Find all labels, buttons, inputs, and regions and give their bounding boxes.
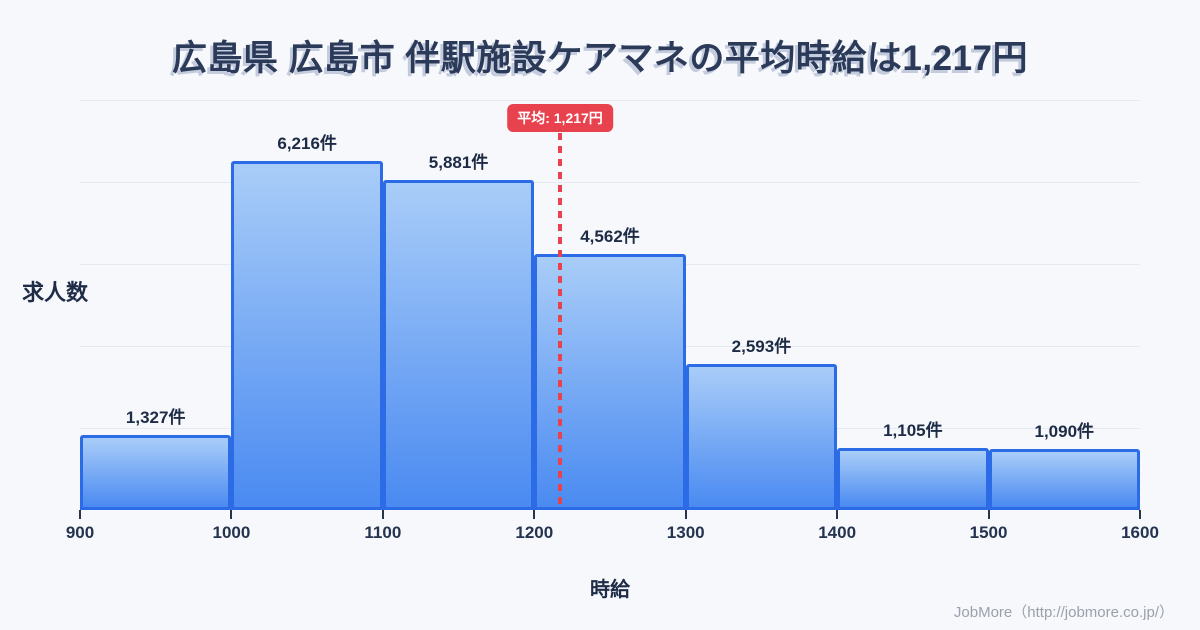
bar-value-label: 6,216件 xyxy=(277,133,337,153)
x-axis-tick xyxy=(79,510,81,519)
bar-value-label: 1,105件 xyxy=(883,420,943,440)
x-axis-tick-label: 1400 xyxy=(818,523,857,542)
histogram-bar xyxy=(231,160,383,510)
y-axis-label: 求人数 xyxy=(22,280,89,305)
x-axis-label: 時給 xyxy=(590,579,630,601)
histogram-bar xyxy=(382,179,535,510)
histogram-bar xyxy=(80,435,232,510)
x-axis-tick xyxy=(987,510,990,519)
x-axis-tick xyxy=(684,510,687,519)
histogram-bar xyxy=(534,253,686,510)
histogram-bar xyxy=(685,364,838,510)
page-title: 広島県 広島市 伴駅施設ケアマネの平均時給は1,217円 xyxy=(171,39,1029,78)
x-axis-tick xyxy=(836,510,839,519)
gridline xyxy=(80,100,1140,101)
bar-value-label: 2,593件 xyxy=(731,337,792,357)
x-axis-tick-label: 1600 xyxy=(1121,523,1159,542)
x-axis-tick-label: 1500 xyxy=(969,523,1008,542)
bar-value-label: 1,327件 xyxy=(125,408,186,428)
x-axis-tick-label: 1100 xyxy=(364,523,402,542)
histogram-bar xyxy=(837,447,989,510)
bar-value-label: 4,562件 xyxy=(580,226,640,246)
average-line xyxy=(558,133,563,510)
histogram-bar xyxy=(988,448,1140,510)
histogram-plot: 平均: 1,217円 1,327件 6,216件 5,881件 4,562件 2,593… xyxy=(66,100,1159,542)
footer-credit: JobMore（http://jobmore.co.jp/） xyxy=(953,604,1174,621)
x-axis-tick xyxy=(1139,510,1141,519)
bar-value-label: 5,881件 xyxy=(428,152,489,172)
x-axis-tick xyxy=(381,510,384,519)
x-axis-tick-label: 1300 xyxy=(666,523,705,542)
x-axis-tick-label: 900 xyxy=(65,523,95,542)
gridline xyxy=(80,182,1140,183)
x-axis-tick xyxy=(230,510,233,519)
average-badge: 平均: 1,217円 xyxy=(507,104,613,132)
bar-value-label: 1,090件 xyxy=(1034,421,1095,441)
x-axis-tick xyxy=(533,510,536,519)
x-axis-tick-label: 1000 xyxy=(212,523,251,542)
x-axis-tick-label: 1200 xyxy=(515,523,554,542)
